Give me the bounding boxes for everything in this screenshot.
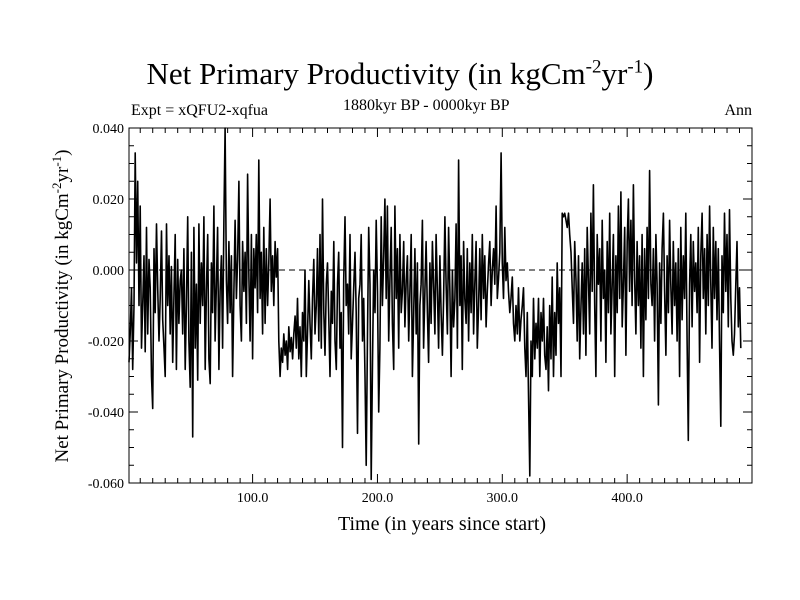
y-axis-ticks: 0.040 0.020 0.000 -0.020 -0.040 -0.060 [88, 122, 752, 492]
y-tick-label: -0.020 [88, 335, 124, 350]
y-tick-label: -0.060 [88, 477, 124, 492]
y-tick-label: 0.040 [93, 122, 125, 137]
chart-subtitle: 1880kyr BP - 0000kyr BP [343, 97, 510, 114]
season-label: Ann [724, 102, 752, 119]
x-axis-label: Time (in years since start) [338, 513, 546, 535]
y-axis-label: Net Primary Productivity (in kgCm-2yr-1) [49, 150, 73, 463]
y-tick-label: 0.020 [93, 193, 125, 208]
y-tick-label: -0.040 [88, 406, 124, 421]
x-tick-label: 300.0 [487, 491, 519, 506]
x-tick-label: 400.0 [611, 491, 643, 506]
x-tick-label: 200.0 [362, 491, 394, 506]
experiment-label: Expt = xQFU2-xqfua [131, 102, 269, 119]
series-line [128, 127, 742, 481]
x-tick-label: 100.0 [237, 491, 269, 506]
y-tick-label: 0.000 [93, 264, 125, 279]
chart-title: Net Primary Productivity (in kgCm-2yr-1) [146, 56, 654, 91]
x-axis-ticks: 100.0 200.0 300.0 400.0 [139, 128, 741, 506]
